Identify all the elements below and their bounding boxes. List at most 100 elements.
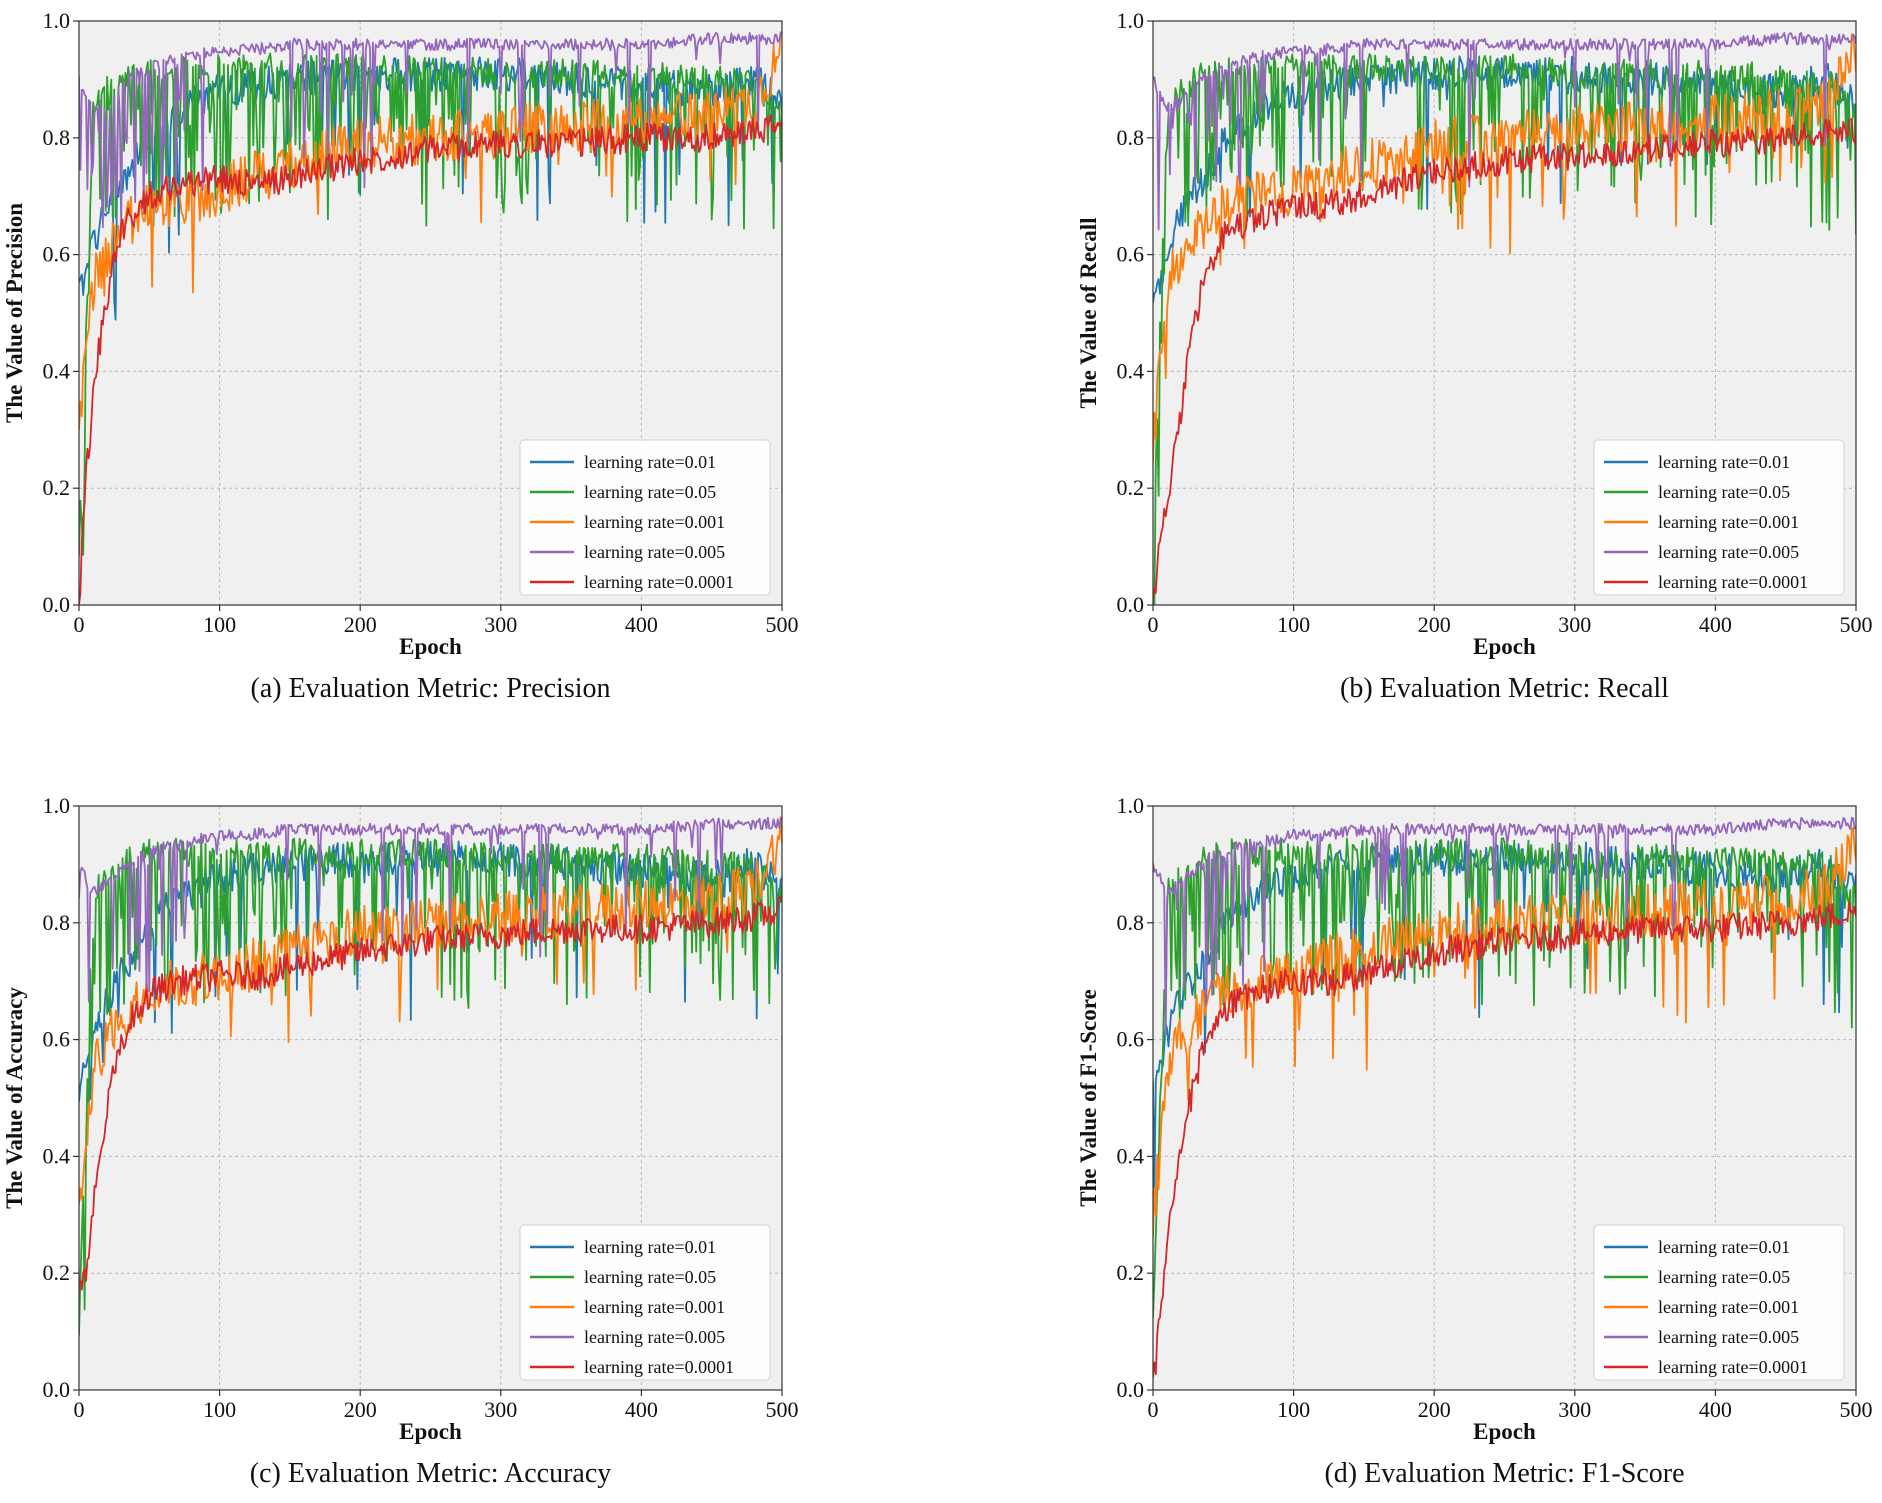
legend-box bbox=[1593, 439, 1845, 596]
series-group bbox=[1153, 816, 1856, 1378]
series-line bbox=[1153, 816, 1856, 1036]
legend-label: learning rate=0.01 bbox=[1658, 452, 1790, 472]
y-axis-label: The Value of Precision bbox=[2, 203, 27, 423]
y-tick-label: 1.0 bbox=[43, 8, 71, 33]
series-line bbox=[1153, 33, 1856, 463]
x-tick-label: 0 bbox=[1148, 612, 1159, 637]
chart-panel-1: 0 100 200 300 400 500 0.0 0.2 0.4 0.6 0.8 1.0 Epoch T… bbox=[2, 8, 799, 704]
axes-frame bbox=[78, 805, 783, 1391]
series-line bbox=[1153, 837, 1856, 1318]
x-tick-label: 100 bbox=[203, 612, 236, 637]
legend-box bbox=[519, 1224, 771, 1381]
x-tick-label: 0 bbox=[74, 612, 85, 637]
legend-label: learning rate=0.05 bbox=[1658, 482, 1790, 502]
legend-label: learning rate=0.0001 bbox=[1658, 1357, 1808, 1377]
x-tick-label: 300 bbox=[1558, 612, 1591, 637]
chart-panel-2: 0 100 200 300 400 500 0.0 0.2 0.4 0.6 0.8 1.0 Epoch T… bbox=[1076, 8, 1873, 704]
x-tick-label: 400 bbox=[1699, 612, 1732, 637]
y-tick-label: 1.0 bbox=[43, 793, 71, 818]
y-tick-label: 0.2 bbox=[1117, 475, 1145, 500]
x-tick-label: 200 bbox=[1418, 612, 1451, 637]
x-axis-label: Epoch bbox=[399, 1419, 462, 1444]
x-axis-label: Epoch bbox=[1473, 634, 1536, 659]
chart-caption: (a) Evaluation Metric: Precision bbox=[251, 673, 611, 704]
y-tick-label: 0.2 bbox=[43, 475, 71, 500]
x-tick-label: 100 bbox=[1277, 1397, 1310, 1422]
legend-label: learning rate=0.001 bbox=[584, 512, 725, 532]
legend-label: learning rate=0.005 bbox=[1658, 542, 1799, 562]
x-tick-label: 200 bbox=[344, 1397, 377, 1422]
legend-label: learning rate=0.0001 bbox=[584, 1357, 734, 1377]
x-tick-label: 500 bbox=[1840, 612, 1873, 637]
y-tick-label: 0.6 bbox=[43, 1027, 71, 1052]
y-tick-label: 0.0 bbox=[43, 592, 71, 617]
legend-box bbox=[1593, 1224, 1845, 1381]
x-tick-label: 400 bbox=[1699, 1397, 1732, 1422]
x-tick-label: 100 bbox=[203, 1397, 236, 1422]
x-tick-label: 500 bbox=[766, 612, 799, 637]
x-tick-label: 500 bbox=[766, 1397, 799, 1422]
x-tick-label: 300 bbox=[1558, 1397, 1591, 1422]
chart-panel-4: 0 100 200 300 400 500 0.0 0.2 0.4 0.6 0.8 1.0 Epoch T… bbox=[1076, 793, 1873, 1489]
y-tick-label: 0.8 bbox=[1117, 125, 1145, 150]
y-tick-label: 0.8 bbox=[1117, 910, 1145, 935]
y-tick-label: 0.6 bbox=[43, 242, 71, 267]
series-line bbox=[79, 31, 782, 229]
series-group bbox=[1153, 32, 1856, 605]
y-tick-label: 0.0 bbox=[43, 1377, 71, 1402]
legend-label: learning rate=0.0001 bbox=[584, 572, 734, 592]
x-tick-label: 0 bbox=[1148, 1397, 1159, 1422]
axes-frame bbox=[1152, 20, 1857, 606]
legend: learning rate=0.01 learning rate=0.05 lear… bbox=[1593, 1224, 1845, 1381]
y-axis-label: The Value of F1-Score bbox=[1076, 989, 1101, 1206]
series-group bbox=[79, 31, 782, 605]
series-line bbox=[79, 837, 782, 1336]
x-tick-label: 200 bbox=[344, 612, 377, 637]
x-axis-label: Epoch bbox=[1473, 1419, 1536, 1444]
y-tick-label: 0.4 bbox=[43, 1143, 71, 1168]
y-tick-label: 0.8 bbox=[43, 910, 71, 935]
legend-label: learning rate=0.05 bbox=[584, 1267, 716, 1287]
legend-box bbox=[519, 439, 771, 596]
y-axis-label: The Value of Accuracy bbox=[2, 987, 27, 1209]
legend-label: learning rate=0.01 bbox=[584, 452, 716, 472]
y-tick-label: 0.8 bbox=[43, 125, 71, 150]
series-line bbox=[79, 113, 782, 605]
y-tick-label: 0.2 bbox=[1117, 1260, 1145, 1285]
x-tick-label: 300 bbox=[484, 1397, 517, 1422]
legend-label: learning rate=0.0001 bbox=[1658, 572, 1808, 592]
legend-label: learning rate=0.01 bbox=[1658, 1237, 1790, 1257]
legend-label: learning rate=0.001 bbox=[1658, 512, 1799, 532]
x-tick-label: 0 bbox=[74, 1397, 85, 1422]
series-line bbox=[1153, 827, 1856, 1238]
y-tick-label: 1.0 bbox=[1117, 793, 1145, 818]
y-axis-label: The Value of Recall bbox=[1076, 217, 1101, 408]
y-tick-label: 1.0 bbox=[1117, 8, 1145, 33]
legend: learning rate=0.01 learning rate=0.05 lear… bbox=[519, 1224, 771, 1381]
x-tick-label: 400 bbox=[625, 1397, 658, 1422]
series-line bbox=[79, 52, 782, 556]
chart-caption: (b) Evaluation Metric: Recall bbox=[1340, 673, 1669, 704]
series-line bbox=[1153, 55, 1856, 303]
legend-label: learning rate=0.05 bbox=[584, 482, 716, 502]
series-line bbox=[79, 816, 782, 1205]
x-tick-label: 300 bbox=[484, 612, 517, 637]
series-line bbox=[1153, 900, 1856, 1378]
legend: learning rate=0.01 learning rate=0.05 lear… bbox=[519, 439, 771, 596]
x-tick-label: 400 bbox=[625, 612, 658, 637]
y-tick-label: 0.4 bbox=[1117, 1143, 1145, 1168]
y-tick-label: 0.0 bbox=[1117, 1377, 1145, 1402]
series-line bbox=[1153, 52, 1856, 605]
y-tick-label: 0.4 bbox=[1117, 358, 1145, 383]
chart-caption: (d) Evaluation Metric: F1-Score bbox=[1324, 1458, 1684, 1489]
chart-caption: (c) Evaluation Metric: Accuracy bbox=[250, 1458, 612, 1489]
legend-label: learning rate=0.001 bbox=[1658, 1297, 1799, 1317]
x-axis-label: Epoch bbox=[399, 634, 462, 659]
chart-panel-3: 0 100 200 300 400 500 0.0 0.2 0.4 0.6 0.8 1.0 Epoch T… bbox=[2, 793, 799, 1489]
legend: learning rate=0.01 learning rate=0.05 lear… bbox=[1593, 439, 1845, 596]
y-tick-label: 0.6 bbox=[1117, 242, 1145, 267]
series-line bbox=[1153, 118, 1856, 599]
series-group bbox=[79, 816, 782, 1336]
x-tick-label: 500 bbox=[1840, 1397, 1873, 1422]
